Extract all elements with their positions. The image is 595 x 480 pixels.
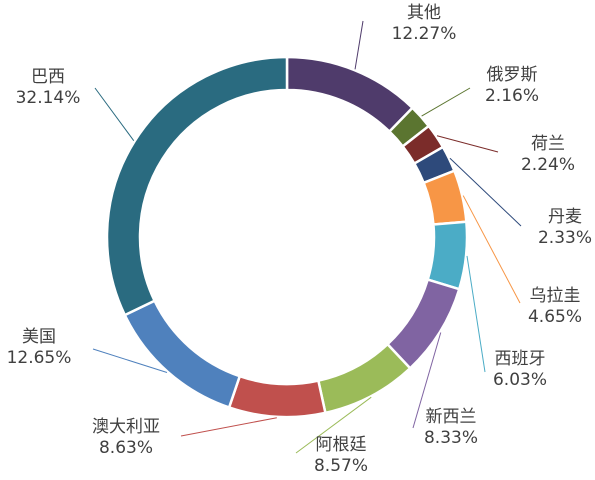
- slice-label-percent-10: 12.65%: [7, 348, 72, 368]
- slice-1: [285, 55, 415, 134]
- slice-label-name-2: 俄罗斯: [487, 65, 538, 85]
- leader-line-9: [180, 417, 277, 437]
- slice-label-name-11: 巴西: [31, 67, 65, 87]
- leader-line-11: [94, 87, 135, 141]
- leader-lines-group: [92, 20, 522, 454]
- slice-label-percent-3: 2.24%: [521, 155, 575, 175]
- slice-label-percent-7: 8.33%: [424, 428, 478, 448]
- slice-label-name-3: 荷兰: [531, 134, 565, 154]
- leader-line-3: [436, 135, 499, 153]
- leader-line-6: [466, 255, 486, 373]
- slice-label-name-9: 澳大利亚: [92, 417, 160, 437]
- slice-label-percent-4: 2.33%: [538, 228, 592, 248]
- slice-label-name-4: 丹麦: [548, 207, 582, 227]
- leader-line-4: [449, 157, 522, 227]
- slice-label-name-8: 阿根廷: [316, 435, 367, 455]
- leader-line-10: [92, 348, 168, 373]
- slices-group: [105, 55, 469, 419]
- slice-6: [426, 220, 469, 291]
- leader-line-7: [412, 332, 442, 429]
- slice-label-name-10: 美国: [22, 327, 56, 347]
- slice-label-name-5: 乌拉圭: [530, 286, 581, 306]
- slice-label-percent-6: 6.03%: [493, 370, 547, 390]
- slice-label-percent-9: 8.63%: [99, 438, 153, 458]
- leader-line-5: [462, 195, 521, 304]
- slice-11: [105, 55, 289, 317]
- slice-label-percent-8: 8.57%: [314, 456, 368, 476]
- slice-9: [227, 374, 327, 419]
- slice-label-name-7: 新西兰: [426, 407, 477, 427]
- slice-label-name-6: 西班牙: [495, 349, 546, 369]
- slice-label-name-1: 其他: [407, 3, 441, 23]
- leader-line-8: [295, 396, 372, 454]
- leader-line-2: [421, 87, 471, 117]
- slice-label-percent-5: 4.65%: [528, 307, 582, 327]
- leader-line-1: [354, 20, 364, 70]
- slice-10: [123, 299, 242, 410]
- slice-label-percent-11: 32.14%: [16, 88, 81, 108]
- slice-label-percent-2: 2.16%: [485, 86, 539, 106]
- slice-label-percent-1: 12.27%: [392, 24, 457, 44]
